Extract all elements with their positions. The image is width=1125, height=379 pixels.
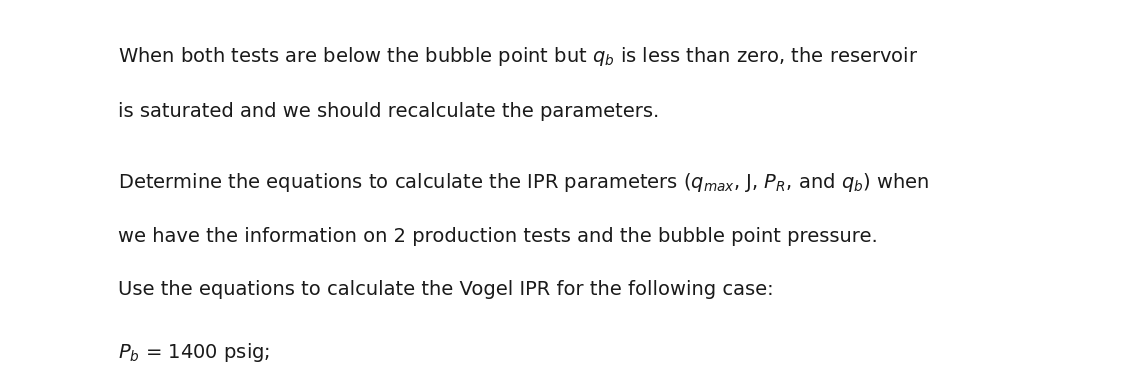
Text: When both tests are below the bubble point but $q_b$ is less than zero, the rese: When both tests are below the bubble poi… xyxy=(118,45,918,69)
Text: is saturated and we should recalculate the parameters.: is saturated and we should recalculate t… xyxy=(118,102,659,121)
Text: $P_b$ = 1400 psig;: $P_b$ = 1400 psig; xyxy=(118,341,270,364)
Text: we have the information on 2 production tests and the bubble point pressure.: we have the information on 2 production … xyxy=(118,227,878,246)
Text: Use the equations to calculate the Vogel IPR for the following case:: Use the equations to calculate the Vogel… xyxy=(118,280,774,299)
Text: Determine the equations to calculate the IPR parameters ($q_{max}$, J, $P_R$, an: Determine the equations to calculate the… xyxy=(118,171,929,194)
